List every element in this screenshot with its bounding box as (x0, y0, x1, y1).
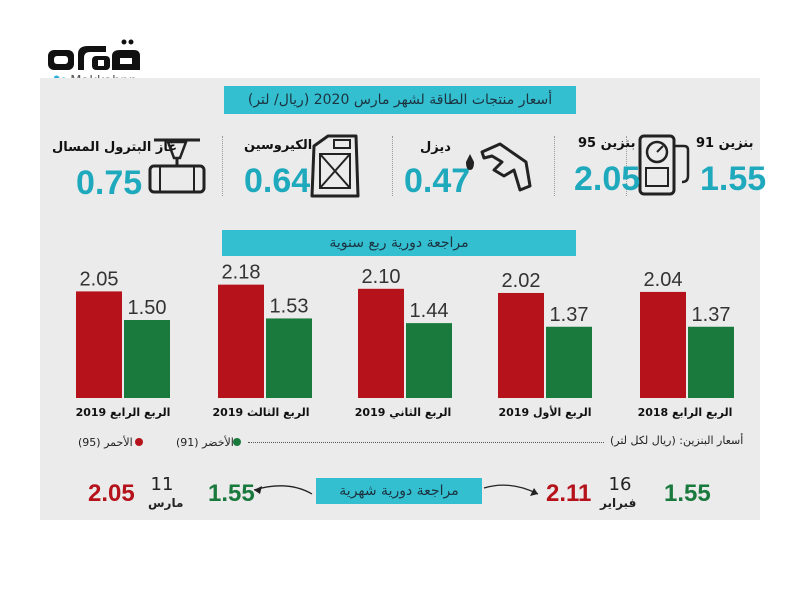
monthly-title: مراجعة دورية شهرية (316, 478, 482, 504)
legend-red-label: الأحمر (95) (78, 436, 133, 449)
bar-green (688, 326, 734, 398)
bar-value-label: 2.05 (80, 268, 119, 290)
jerrycan-icon (310, 134, 360, 198)
quarter-label: الربع الرابع 2019 (75, 406, 171, 419)
gas-pump-icon (638, 134, 690, 196)
product-label-lpg: غاز البترول المسال (52, 140, 178, 155)
product-label-diesel: ديزل (420, 140, 451, 155)
bar-value-label: 2.04 (644, 269, 683, 291)
product-value-lpg: 0.75 (76, 164, 143, 202)
monthly-arrows (253, 484, 539, 496)
february-red-value: 2.11 (546, 480, 592, 507)
bar-value-label: 2.10 (362, 266, 401, 288)
bar-value-label: 1.37 (550, 304, 589, 326)
bar-red (640, 291, 686, 398)
bar-green (546, 326, 592, 398)
quarter-label: الربع الرابع 2018 (637, 406, 733, 419)
bar-value-label: 2.02 (502, 270, 541, 292)
february-day: 16 (608, 474, 632, 495)
separator (554, 136, 555, 196)
bar-green (406, 323, 452, 398)
makkah-logo (48, 39, 140, 70)
bar-green (266, 318, 312, 398)
product-value-95: 2.05 (574, 160, 641, 198)
march-day: 11 (150, 474, 174, 495)
fuel-nozzle-icon (466, 142, 532, 192)
bar-value-label: 1.37 (692, 304, 731, 326)
product-label-95: بنزين 95 (578, 136, 636, 151)
bar-red (76, 291, 122, 398)
legend-green-dot (233, 438, 241, 446)
product-value-kerosene: 0.64 (244, 162, 311, 200)
legend-caption: أسعار البنزين: (ريال لكل لتر) (610, 434, 744, 447)
bar-red (358, 288, 404, 398)
bar-green (124, 320, 170, 398)
march-green-value: 1.55 (208, 480, 255, 507)
bar-value-label: 1.44 (410, 300, 449, 322)
bar-red (498, 292, 544, 398)
quarter-label: الربع الثالث 2019 (212, 406, 310, 419)
bar-value-label: 2.18 (222, 262, 261, 284)
quarter-label: الربع الثاني 2019 (354, 406, 452, 419)
february-green-value: 1.55 (664, 480, 711, 507)
legend-red-dot (135, 438, 143, 446)
separator (626, 136, 627, 196)
separator (222, 136, 223, 196)
february-month: فبراير (600, 496, 637, 510)
header-title: أسعار منتجات الطاقة لشهر مارس 2020 (ريال… (224, 86, 576, 114)
product-value-diesel: 0.47 (404, 162, 471, 200)
march-red-value: 2.05 (88, 480, 135, 507)
product-value-91: 1.55 (700, 160, 767, 198)
march-month: مارس (148, 496, 184, 510)
bar-value-label: 1.53 (270, 295, 309, 317)
bar-value-label: 1.50 (128, 297, 167, 319)
separator (392, 136, 393, 196)
legend-green-label: الأخضر (91) (176, 436, 234, 449)
quarter-label: الربع الأول 2019 (498, 406, 592, 419)
valve-pipe-icon (148, 138, 206, 194)
quarterly-title: مراجعة دورية ربع سنوية (222, 230, 576, 256)
product-label-91: بنزين 91 (696, 136, 754, 151)
bar-red (218, 284, 264, 398)
legend-dotted-line (248, 442, 604, 443)
product-label-kerosene: الكيروسين (244, 138, 313, 153)
